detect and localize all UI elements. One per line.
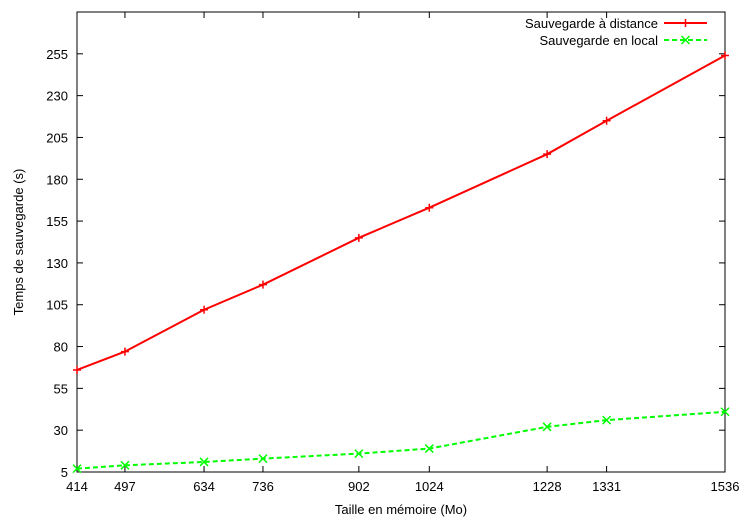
x-tick-label: 634 — [193, 479, 215, 494]
series-group — [72, 51, 730, 474]
y-axis-ticks: 5 30 55 80 105 130 155 180 205 230 255 — [46, 47, 725, 480]
data-point — [120, 347, 129, 356]
y-tick-label: 255 — [46, 47, 68, 62]
y-tick-label: 205 — [46, 130, 68, 145]
y-tick-label: 155 — [46, 214, 68, 229]
data-point — [72, 464, 82, 474]
x-tick-label: 414 — [66, 479, 88, 494]
x-tick-label: 902 — [348, 479, 370, 494]
series-line-2 — [76, 410, 726, 470]
data-point — [425, 203, 434, 212]
data-point — [258, 454, 268, 464]
x-tick-label: 1331 — [592, 479, 621, 494]
y-axis-title: Temps de sauvegarde (s) — [11, 169, 26, 316]
x-tick-label: 1024 — [415, 479, 444, 494]
data-point — [258, 280, 267, 289]
data-point — [602, 415, 612, 425]
y-tick-label: 30 — [54, 423, 68, 438]
data-point — [354, 233, 363, 242]
y-tick-label: 5 — [61, 465, 68, 480]
data-point — [721, 51, 729, 60]
data-point — [73, 365, 81, 374]
legend: Sauvegarde à distance Sauvegarde en local — [525, 16, 707, 48]
y-tick-label: 80 — [54, 340, 68, 355]
y-tick-label: 55 — [54, 381, 68, 396]
data-point — [354, 449, 364, 459]
x-tick-label: 1536 — [711, 479, 740, 494]
x-tick-label: 1228 — [533, 479, 562, 494]
legend-marker — [680, 35, 691, 45]
data-point — [120, 460, 130, 470]
legend-label: Sauvegarde à distance — [525, 16, 658, 31]
x-tick-label: 736 — [252, 479, 274, 494]
data-point — [199, 457, 209, 467]
y-tick-label: 105 — [46, 298, 68, 313]
data-point — [720, 407, 730, 417]
x-axis-ticks: 414 497 634 736 902 1024 1228 1331 1536 — [66, 12, 739, 494]
plot-frame — [76, 11, 726, 473]
y-tick-label: 230 — [46, 89, 68, 104]
series-line-1 — [76, 54, 726, 371]
data-point — [200, 305, 209, 314]
x-tick-label: 497 — [114, 479, 136, 494]
legend-label: Sauvegarde en local — [539, 33, 658, 48]
y-tick-label: 130 — [46, 256, 68, 271]
data-point — [542, 422, 552, 432]
data-point — [543, 150, 552, 159]
data-point — [424, 444, 434, 454]
y-tick-label: 180 — [46, 172, 68, 187]
data-point — [602, 116, 611, 125]
legend-marker — [681, 19, 690, 27]
x-axis-title: Taille en mémoire (Mo) — [335, 502, 467, 517]
